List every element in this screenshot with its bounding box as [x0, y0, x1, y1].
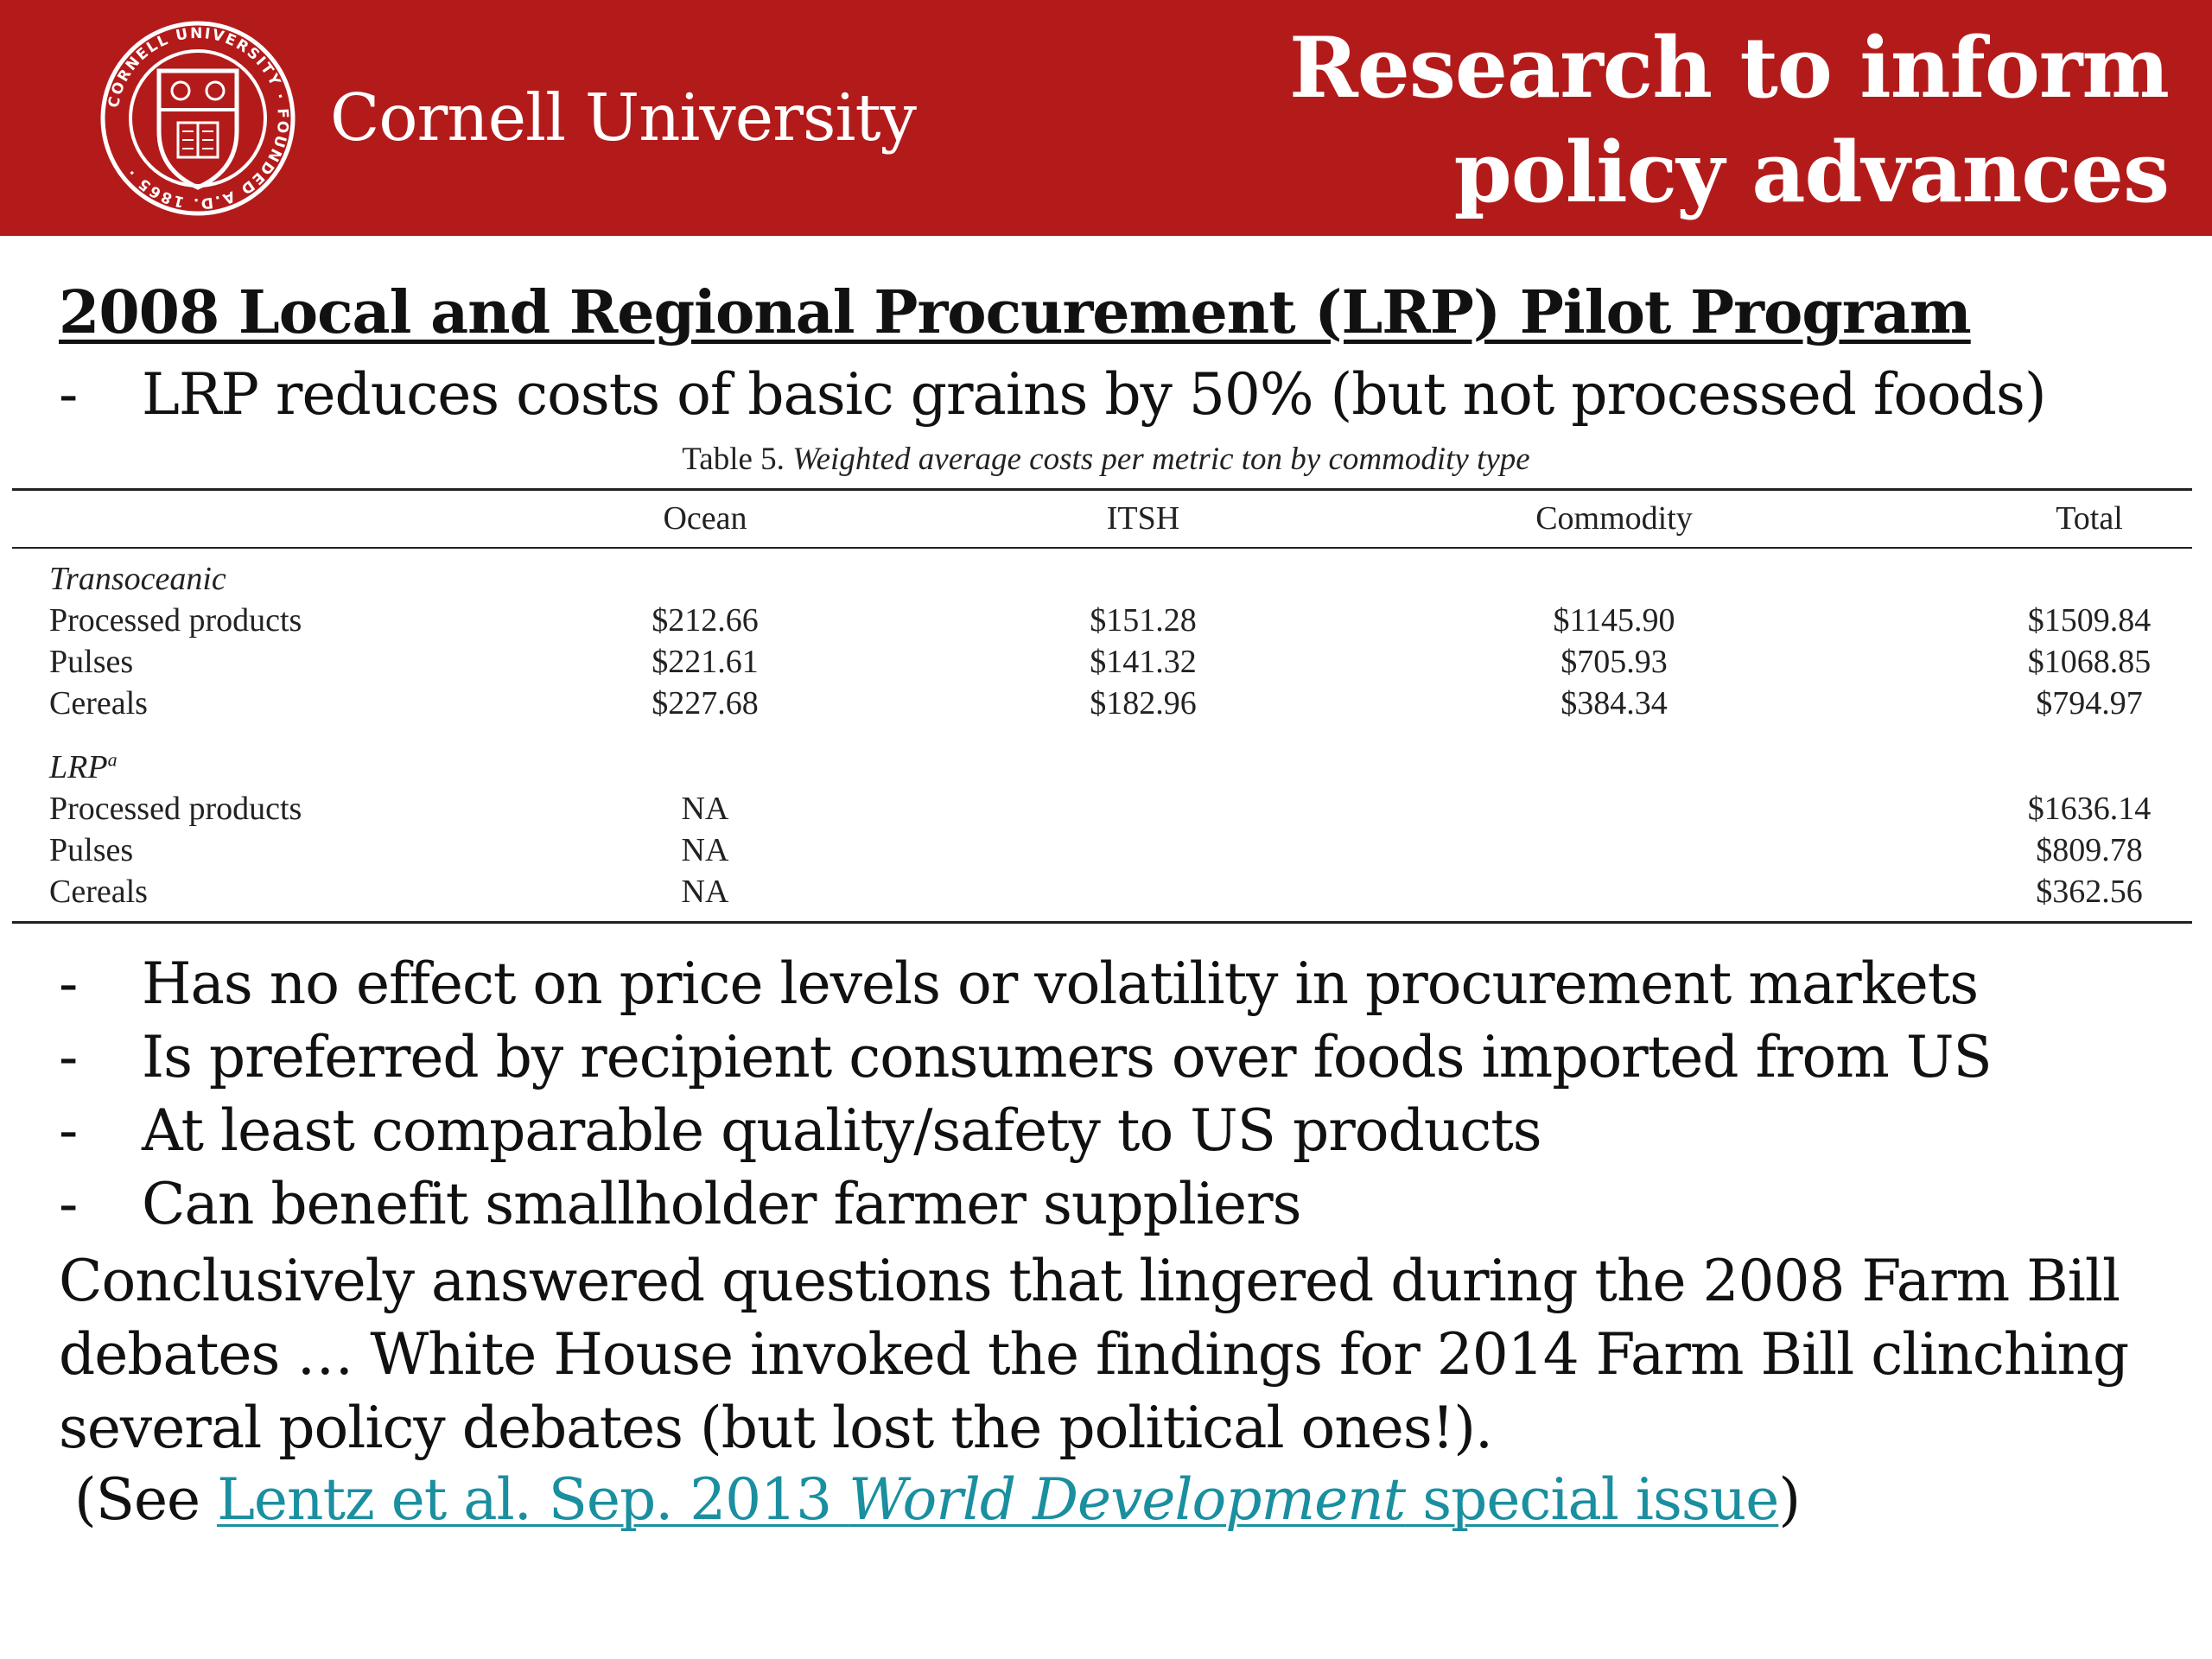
cell-total: $362.56 — [2036, 874, 2143, 910]
reference-line: (See Lentz et al. Sep. 2013 World Develo… — [74, 1466, 1801, 1533]
bullet-dash: - — [59, 361, 78, 428]
cell-total: $1636.14 — [2027, 791, 2152, 827]
bullet-item: - Is preferred by recipient consumers ove… — [59, 1024, 1993, 1090]
cell-commodity: $384.34 — [1560, 685, 1668, 721]
cell-total: $794.97 — [2036, 685, 2143, 721]
conclusion-line: several policy debates (but lost the pol… — [59, 1395, 1493, 1461]
bullet-text: Is preferred by recipient consumers over… — [142, 1024, 1993, 1090]
cell-ocean: NA — [681, 874, 729, 910]
cell-total: $1509.84 — [2027, 602, 2152, 639]
reference-close: ) — [1778, 1466, 1801, 1533]
table-section-label: LRPa — [49, 748, 118, 786]
cell-ocean: $212.66 — [652, 602, 759, 639]
reference-open: (See — [74, 1466, 218, 1533]
row-label: Pulses — [49, 644, 134, 680]
bullet-text: Can benefit smallholder farmer suppliers — [142, 1171, 1302, 1237]
bullet-item: - Can benefit smallholder farmer supplier… — [59, 1171, 1302, 1237]
slide-title-line-1: Research to inform — [1289, 19, 2170, 117]
cell-ocean: NA — [681, 791, 729, 827]
reference-link-journal[interactable]: World Development — [849, 1466, 1406, 1533]
cell-ocean: $227.68 — [652, 685, 759, 721]
bullet-dash: - — [59, 1171, 78, 1237]
column-header-itsh: ITSH — [1106, 500, 1180, 537]
column-header-commodity: Commodity — [1535, 500, 1693, 537]
cell-itsh: $141.32 — [1090, 644, 1197, 680]
cell-commodity: $1145.90 — [1553, 602, 1675, 639]
cell-commodity: $705.93 — [1560, 644, 1668, 680]
cell-total: $809.78 — [2036, 832, 2143, 868]
section-footnote-mark: a — [107, 748, 118, 771]
row-label: Processed products — [49, 791, 302, 827]
reference-link-part1[interactable]: Lentz et al. Sep. 2013 — [217, 1466, 849, 1533]
bullet-item: - LRP reduces costs of basic grains by 50… — [59, 361, 2047, 428]
header-banner: CORNELL UNIVERSITY · FOUNDED A.D. 1865 ·… — [0, 0, 2212, 236]
table-section-label: Transoceanic — [49, 560, 226, 598]
bullet-dash: - — [59, 1097, 78, 1164]
bullet-item: - At least comparable quality/safety to U… — [59, 1097, 1542, 1164]
cell-total: $1068.85 — [2027, 644, 2152, 680]
section-name: Transoceanic — [49, 561, 226, 597]
bullet-text: Has no effect on price levels or volatil… — [142, 950, 1979, 1017]
reference-link-part2[interactable]: special issue — [1405, 1466, 1779, 1533]
slide-title: Research to inform policy advances — [1132, 16, 2170, 225]
conclusion-line: debates … White House invoked the findin… — [59, 1321, 2129, 1388]
bullet-item: - Has no effect on price levels or volati… — [59, 950, 1979, 1017]
table-bottom-rule — [12, 921, 2192, 924]
bullet-text: At least comparable quality/safety to US… — [142, 1097, 1542, 1164]
table-caption: Table 5. Weighted average costs per metr… — [0, 441, 2212, 478]
cell-itsh: $151.28 — [1090, 602, 1197, 639]
cell-itsh: $182.96 — [1090, 685, 1197, 721]
table-caption-prefix: Table 5. — [682, 442, 785, 477]
bullet-dash: - — [59, 1024, 78, 1090]
row-label: Pulses — [49, 832, 134, 868]
bullet-text: LRP reduces costs of basic grains by 50%… — [142, 361, 2047, 428]
table-header-rule — [12, 547, 2192, 549]
svg-text:CORNELL UNIVERSITY · FOUNDED A: CORNELL UNIVERSITY · FOUNDED A.D. 1865 · — [105, 25, 291, 212]
row-label: Cereals — [49, 685, 148, 721]
reference-link[interactable]: Lentz et al. Sep. 2013 World Development… — [217, 1466, 1779, 1533]
cell-ocean: NA — [681, 832, 729, 868]
table-caption-text: Weighted average costs per metric ton by… — [792, 442, 1530, 477]
section-heading: 2008 Local and Regional Procurement (LRP… — [59, 278, 1972, 347]
university-name: Cornell University — [330, 79, 917, 156]
table-top-rule — [12, 488, 2192, 491]
column-header-total: Total — [2056, 500, 2123, 537]
conclusion-line: Conclusively answered questions that lin… — [59, 1248, 2120, 1314]
cell-ocean: $221.61 — [652, 644, 759, 680]
row-label: Cereals — [49, 874, 148, 910]
conclusion-paragraph: Conclusively answered questions that lin… — [59, 1244, 2167, 1465]
bullet-dash: - — [59, 950, 78, 1017]
row-label: Processed products — [49, 602, 302, 639]
column-header-ocean: Ocean — [663, 500, 747, 537]
cornell-seal-logo: CORNELL UNIVERSITY · FOUNDED A.D. 1865 · — [100, 21, 296, 216]
slide-title-line-2: policy advances — [1453, 124, 2170, 221]
section-name: LRP — [49, 749, 108, 785]
